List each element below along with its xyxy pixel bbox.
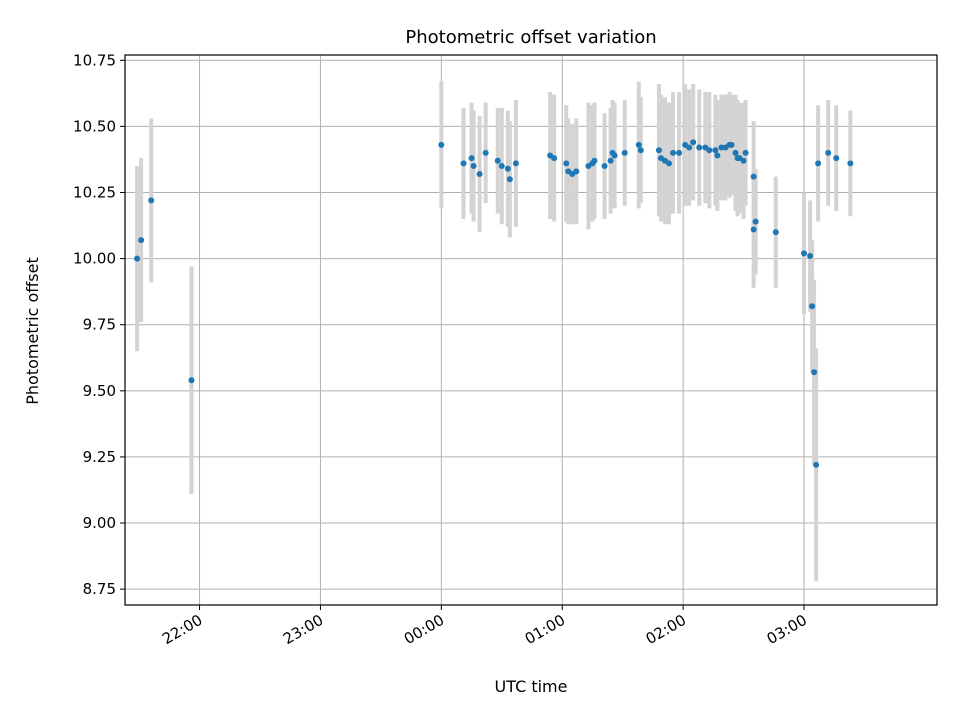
data-point xyxy=(468,155,475,162)
data-point xyxy=(742,149,749,156)
data-point xyxy=(712,147,719,154)
data-point xyxy=(611,152,618,159)
data-point xyxy=(676,149,683,156)
chart-title: Photometric offset variation xyxy=(405,27,656,48)
data-point xyxy=(696,144,703,151)
data-point xyxy=(512,160,519,167)
data-points xyxy=(134,139,854,468)
data-point xyxy=(148,197,155,204)
data-point xyxy=(494,157,501,164)
y-tick-label: 10.50 xyxy=(73,117,116,135)
data-point xyxy=(801,250,808,257)
data-point xyxy=(438,141,445,148)
data-point xyxy=(714,152,721,159)
data-point xyxy=(815,160,822,167)
y-axis-ticks: 8.75 9.00 9.25 9.50 9.75 10.00 10.25 10.50 10.75 xyxy=(73,51,125,598)
data-point xyxy=(506,176,513,183)
data-point xyxy=(813,461,820,468)
data-point xyxy=(188,377,195,384)
y-tick-label: 10.00 xyxy=(73,250,116,268)
data-point xyxy=(573,168,580,175)
y-tick-label: 8.75 xyxy=(83,580,116,598)
data-point xyxy=(637,147,644,154)
data-point xyxy=(807,252,814,259)
data-point xyxy=(601,163,608,170)
data-point xyxy=(752,218,759,225)
data-point xyxy=(621,149,628,156)
data-point xyxy=(809,303,816,310)
data-point xyxy=(138,237,145,244)
data-point xyxy=(833,155,840,162)
y-tick-label: 10.25 xyxy=(73,184,116,202)
data-point xyxy=(666,160,673,167)
data-point xyxy=(811,369,818,376)
data-point xyxy=(655,147,662,154)
data-point xyxy=(670,149,677,156)
data-point xyxy=(482,149,489,156)
data-point xyxy=(732,149,739,156)
data-point xyxy=(635,141,642,148)
data-point xyxy=(551,155,558,162)
data-point xyxy=(686,144,693,151)
y-tick-label: 9.25 xyxy=(83,448,116,466)
data-point xyxy=(476,170,483,177)
data-point xyxy=(706,147,713,154)
x-axis-label: UTC time xyxy=(495,677,568,696)
data-point xyxy=(750,226,757,233)
y-tick-label: 9.75 xyxy=(83,316,116,334)
y-tick-label: 9.50 xyxy=(83,382,116,400)
data-point xyxy=(498,163,505,170)
data-point xyxy=(470,163,477,170)
data-point xyxy=(563,160,570,167)
data-point xyxy=(825,149,832,156)
data-point xyxy=(591,157,598,164)
data-point xyxy=(504,165,511,172)
y-tick-label: 9.00 xyxy=(83,514,116,532)
data-point xyxy=(750,173,757,180)
data-point xyxy=(134,255,141,262)
data-point xyxy=(690,139,697,146)
data-point xyxy=(847,160,854,167)
data-point xyxy=(607,157,614,164)
data-point xyxy=(460,160,467,167)
data-point xyxy=(740,157,747,164)
data-point xyxy=(728,141,735,148)
y-axis-label: Photometric offset xyxy=(23,257,42,405)
y-tick-label: 10.75 xyxy=(73,51,116,69)
data-point xyxy=(772,229,779,236)
plot-frame xyxy=(124,54,938,606)
